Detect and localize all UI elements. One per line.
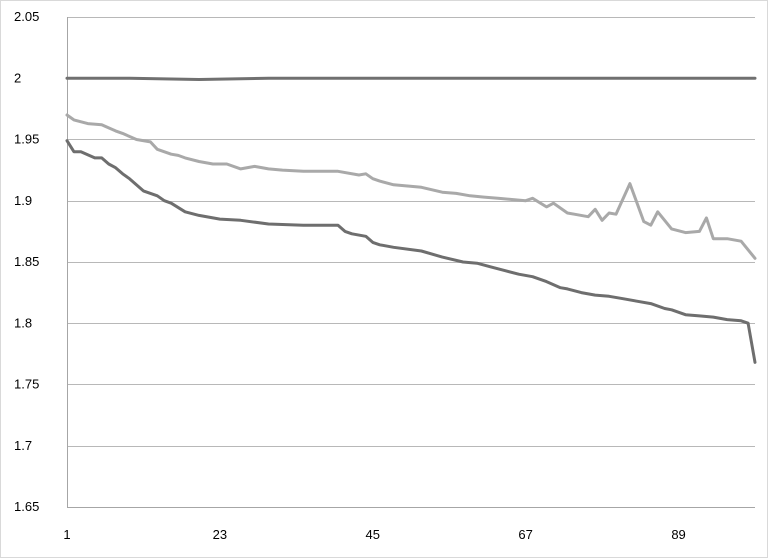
- series-lines: [65, 76, 757, 364]
- x-tick-label: 45: [366, 527, 380, 542]
- x-tick-label: 67: [518, 527, 532, 542]
- y-tick-label: 1.75: [14, 377, 39, 392]
- y-tick-label: 1.95: [14, 132, 39, 147]
- x-tick-label: 1: [63, 527, 70, 542]
- series-line-2: [65, 113, 757, 260]
- series-line-3: [65, 139, 757, 364]
- y-tick-label: 1.9: [14, 193, 32, 208]
- y-tick-label: 1.85: [14, 254, 39, 269]
- y-tick-label: 2.05: [14, 9, 39, 24]
- gridlines: [67, 17, 755, 447]
- series-line-1: [65, 76, 757, 81]
- y-tick-label: 1.8: [14, 315, 32, 330]
- y-tick-label: 1.7: [14, 438, 32, 453]
- x-tick-label: 23: [213, 527, 227, 542]
- x-tick-label: 89: [671, 527, 685, 542]
- y-tick-label: 2: [14, 70, 21, 85]
- axes: [67, 17, 755, 508]
- y-tick-label: 1.65: [14, 499, 39, 514]
- tick-labels: 2.05 2 1.95 1.9 1.85 1.8 1.75 1.7 1.65 1 23 45 67 89: [14, 9, 686, 542]
